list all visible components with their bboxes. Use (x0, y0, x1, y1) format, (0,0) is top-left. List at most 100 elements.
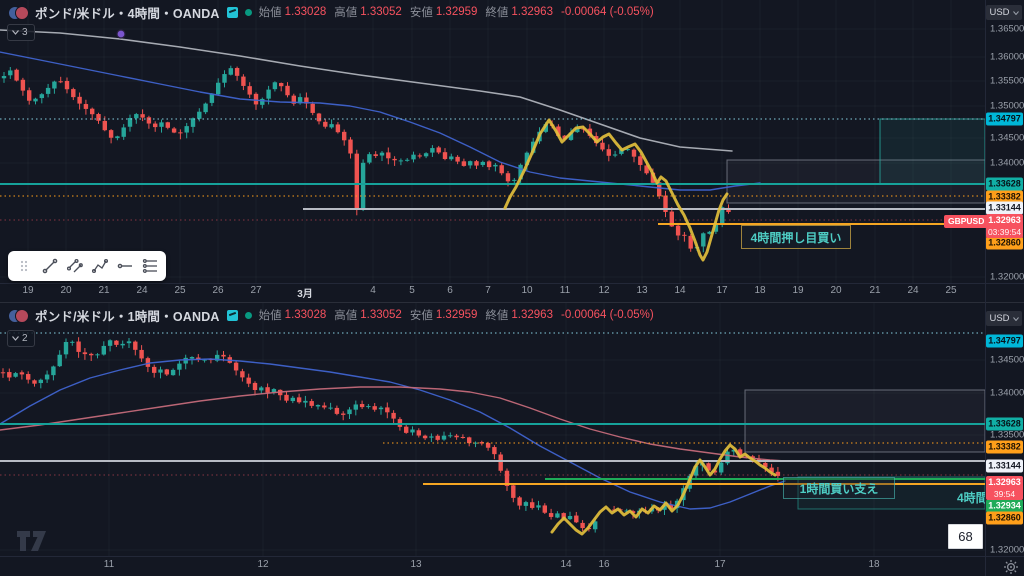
fib-retracement-icon[interactable] (140, 256, 160, 276)
time-axis-label[interactable]: 13 (410, 559, 422, 570)
chart-panel-4h-graphics[interactable] (0, 0, 985, 283)
symbol-header-4h: ポンド/米ドル・4時間・OANDA 始値 1.33028 高値 1.33052 安値… (8, 4, 654, 21)
range-box[interactable] (797, 476, 985, 510)
time-axis-label[interactable]: 11 (103, 559, 115, 570)
symbol-title-4h[interactable]: ポンド/米ドル・4時間・OANDA (35, 6, 220, 21)
open-label: 始値 (258, 7, 282, 19)
price-tag: 1.33628 (986, 177, 1023, 191)
time-axis-label[interactable]: 10 (521, 285, 533, 296)
time-axis-border-1h (0, 556, 1024, 557)
time-axis-label[interactable]: 20 (830, 285, 842, 296)
time-axis-label[interactable]: 14 (560, 559, 572, 570)
price-axis-label: 1.33500 (990, 429, 1024, 441)
ma-long-line[interactable] (0, 29, 733, 152)
time-axis-label[interactable]: 24 (136, 285, 148, 296)
trend-line-icon[interactable] (40, 256, 60, 276)
time-axis-label[interactable]: 24 (907, 285, 919, 296)
ohlc-readout-4h: 始値 1.33028 高値 1.33052 安値 1.32959 終値 1.32963 … (259, 4, 654, 20)
gear-icon[interactable] (1003, 559, 1019, 575)
ma-mid-line[interactable] (0, 51, 761, 191)
time-axis-label[interactable]: 7 (485, 285, 491, 296)
horizontal-ray-icon[interactable] (115, 256, 135, 276)
time-axis-label[interactable]: 19 (22, 285, 34, 296)
bar-countdown: 39:54 (993, 489, 1016, 499)
indicators-collapse-button-4h[interactable]: 3 (7, 24, 35, 41)
drawn-path[interactable] (503, 118, 729, 262)
high-value: 1.33052 (360, 309, 402, 321)
time-axis-label[interactable]: 11 (559, 285, 571, 296)
currency-selector-1h[interactable]: USD (986, 311, 1022, 326)
ma-mid-line[interactable] (0, 358, 786, 510)
instrument-logo-icon (8, 5, 29, 20)
ma-long-line[interactable] (0, 386, 786, 462)
instrument-logo-icon (8, 308, 29, 323)
range-box[interactable] (744, 389, 985, 453)
time-axis-label[interactable]: 13 (636, 285, 648, 296)
time-axis-label[interactable]: 25 (174, 285, 186, 296)
drawing-toolbar[interactable] (8, 251, 166, 281)
time-axis-label[interactable]: 18 (754, 285, 766, 296)
price-tag: 1.32860 (986, 236, 1023, 250)
bar-count-box[interactable]: 68 (948, 524, 983, 549)
price-axis-label: 1.34000 (990, 157, 1024, 169)
open-value: 1.33028 (284, 309, 327, 321)
symbol-title-1h[interactable]: ポンド/米ドル・1時間・OANDA (35, 309, 220, 324)
polyline-icon[interactable] (90, 256, 110, 276)
price-tag: 1.33628 (986, 417, 1023, 431)
time-axis-label[interactable]: 6 (447, 285, 453, 296)
indicator-count: 2 (22, 333, 28, 344)
high-value: 1.33052 (360, 6, 402, 18)
change-value: -0.00064 (-0.05%) (560, 309, 654, 321)
parallel-channel-icon[interactable] (65, 256, 85, 276)
time-axis-label[interactable]: 27 (250, 285, 262, 296)
price-axis-label: 1.35500 (990, 75, 1024, 87)
symbol-price-chip: GBPUSD (944, 215, 989, 228)
time-axis-label[interactable]: 25 (945, 285, 957, 296)
time-axis-label[interactable]: 20 (60, 285, 72, 296)
time-axis-label[interactable]: 21 (98, 285, 110, 296)
time-axis-label[interactable]: 5 (409, 285, 415, 296)
price-tag: 1.33382 (986, 440, 1023, 454)
open-value: 1.33028 (284, 6, 327, 18)
price-tag: 1.34797 (986, 334, 1023, 348)
time-axis-label[interactable]: 14 (674, 285, 686, 296)
time-axis-label[interactable]: 16 (598, 559, 610, 570)
price-tag: 1.33144 (986, 459, 1023, 473)
chevron-down-icon (1012, 10, 1019, 15)
time-axis-label[interactable]: 21 (869, 285, 881, 296)
tradingview-watermark-icon[interactable] (16, 530, 52, 552)
current-price-tag: 1.32963 03:39:54 (986, 214, 1023, 238)
price-tag: 1.34797 (986, 112, 1023, 126)
currency-selector-4h[interactable]: USD (986, 5, 1022, 20)
time-axis-label[interactable]: 4 (370, 285, 376, 296)
chevron-down-icon (1012, 316, 1019, 321)
low-value: 1.32959 (435, 6, 478, 18)
time-axis-label[interactable]: 12 (598, 285, 610, 296)
time-axis-label[interactable]: 18 (868, 559, 880, 570)
chart-panel-1h-graphics[interactable] (0, 303, 985, 556)
time-axis-label[interactable]: 19 (792, 285, 804, 296)
low-label: 安値 (409, 310, 433, 322)
price-tag: 1.32934 (986, 499, 1023, 513)
price-axis-label: 1.32000 (990, 271, 1024, 283)
drawn-path[interactable] (550, 443, 777, 536)
price-tag: 1.32860 (986, 511, 1023, 525)
drawing-handle-dot[interactable] (116, 29, 126, 39)
time-axis-label[interactable]: 17 (716, 285, 728, 296)
bar-countdown: 03:39:54 (987, 227, 1022, 237)
drag-handle-icon[interactable] (15, 256, 35, 276)
indicators-collapse-button-1h[interactable]: 2 (7, 330, 35, 347)
market-open-dot-icon (244, 8, 252, 16)
time-axis-label[interactable]: 26 (212, 285, 224, 296)
time-axis-label[interactable]: 3月 (297, 289, 313, 300)
panel-divider[interactable] (0, 302, 1024, 303)
price-axis-label: 1.36500 (990, 23, 1024, 35)
price-axis-label: 1.34500 (990, 354, 1024, 366)
time-axis-label[interactable]: 12 (257, 559, 269, 570)
open-label: 始値 (258, 310, 282, 322)
range-box[interactable] (879, 118, 985, 185)
symbol-header-1h: ポンド/米ドル・1時間・OANDA 始値 1.33028 高値 1.33052 安値… (8, 307, 654, 324)
time-axis-label[interactable]: 17 (714, 559, 726, 570)
